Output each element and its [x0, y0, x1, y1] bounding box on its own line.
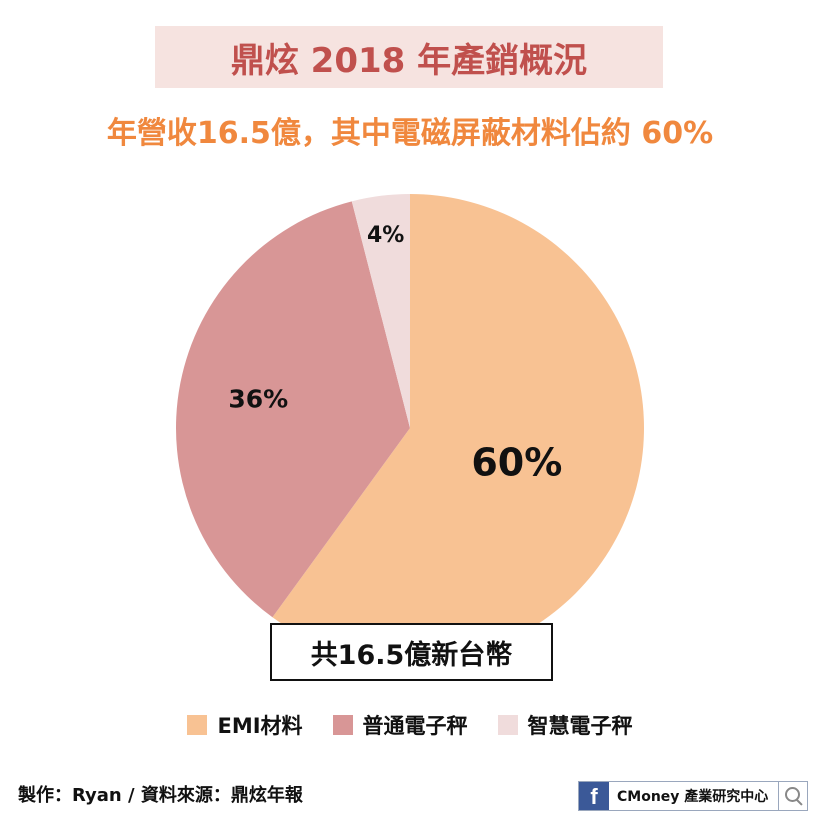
legend-swatch-3	[497, 715, 518, 735]
brand-badge[interactable]: f CMoney 產業研究中心	[578, 781, 808, 811]
title-banner: 鼎炫 2018 年產銷概況	[155, 26, 663, 88]
credit-line: 製作：Ryan / 資料來源：鼎炫年報	[18, 785, 303, 806]
brand-name: CMoney 產業研究中心	[617, 789, 769, 805]
facebook-icon[interactable]: f	[579, 782, 609, 810]
legend-swatch-2	[332, 715, 353, 735]
chart-title: 鼎炫 2018 年產銷概況	[230, 40, 588, 81]
legend-item-3: 智慧電子秤	[497, 710, 633, 740]
legend-label-3: 智慧電子秤	[527, 714, 633, 738]
pie-slice-3	[351, 194, 410, 428]
legend-label-1: EMI材料	[217, 714, 303, 738]
legend-label-2: 普通電子秤	[362, 714, 468, 738]
slice-label-1: 60%	[471, 441, 562, 485]
pie-slice-2	[175, 201, 410, 618]
legend-item-2: 普通電子秤	[332, 710, 468, 740]
chart-legend: EMI材料 普通電子秤 智慧電子秤	[0, 708, 820, 742]
chart-subtitle: 年營收16.5億，其中電磁屏蔽材料佔約 60%	[106, 116, 714, 151]
legend-swatch-1	[187, 715, 208, 735]
pie-slice-1	[272, 194, 644, 663]
slice-label-2: 36%	[228, 385, 288, 414]
legend-item-1: EMI材料	[187, 710, 303, 740]
slice-label-3: 4%	[367, 223, 404, 248]
search-icon[interactable]	[778, 782, 807, 810]
total-revenue-label: 共16.5億新台幣	[270, 623, 553, 681]
